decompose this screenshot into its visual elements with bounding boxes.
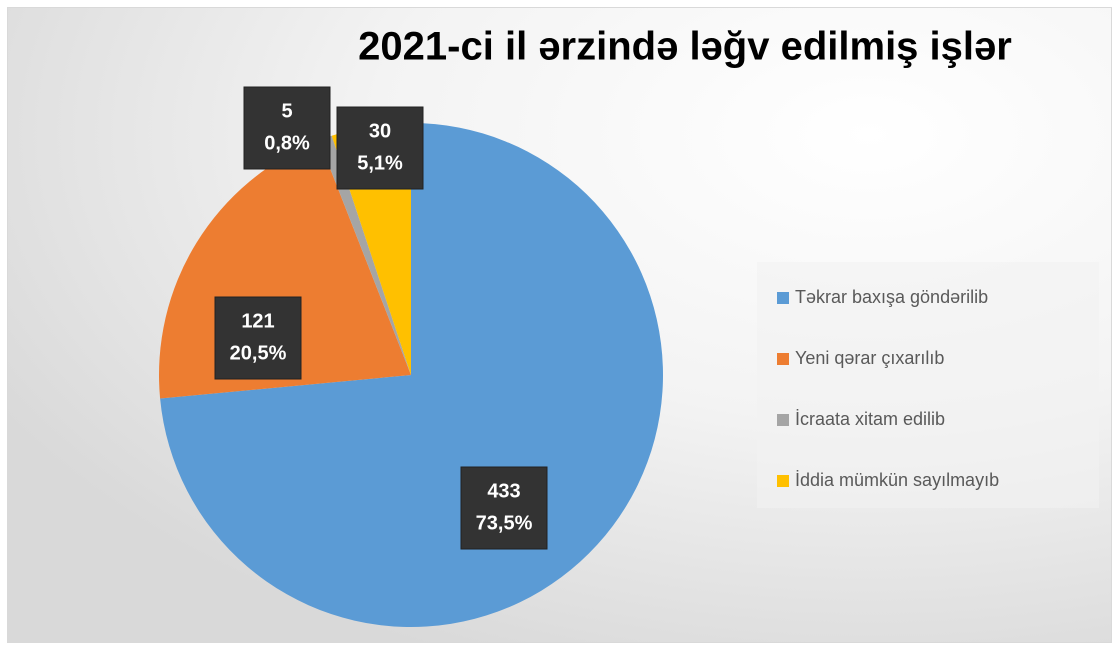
data-label-value: 121 (241, 310, 274, 332)
data-label-value: 433 (487, 480, 520, 502)
data-label-percent: 20,5% (230, 342, 287, 364)
data-label-value: 5 (281, 100, 292, 122)
legend-box (757, 262, 1099, 508)
legend-swatch (777, 475, 789, 487)
legend-swatch (777, 353, 789, 365)
legend-label: Yeni qərar çıxarılıb (795, 348, 944, 368)
legend-swatch (777, 414, 789, 426)
data-label-box (460, 466, 548, 550)
legend-label: İcraata xitam edilib (795, 409, 945, 429)
data-label-box (214, 296, 302, 380)
legend-swatch (777, 292, 789, 304)
data-label-percent: 5,1% (357, 152, 403, 174)
data-label-box (336, 106, 424, 190)
pie-slice (319, 135, 411, 375)
data-label-percent: 0,8% (264, 132, 310, 154)
legend-label: İddia mümkün sayılmayıb (795, 470, 999, 490)
data-label-percent: 73,5% (476, 512, 533, 534)
chart-title: 2021-ci il ərzində ləğv edilmiş işlər (358, 25, 1012, 69)
data-label-box (243, 86, 331, 170)
data-label-value: 30 (369, 120, 391, 142)
legend-label: Təkrar baxışa göndərilib (795, 287, 988, 307)
